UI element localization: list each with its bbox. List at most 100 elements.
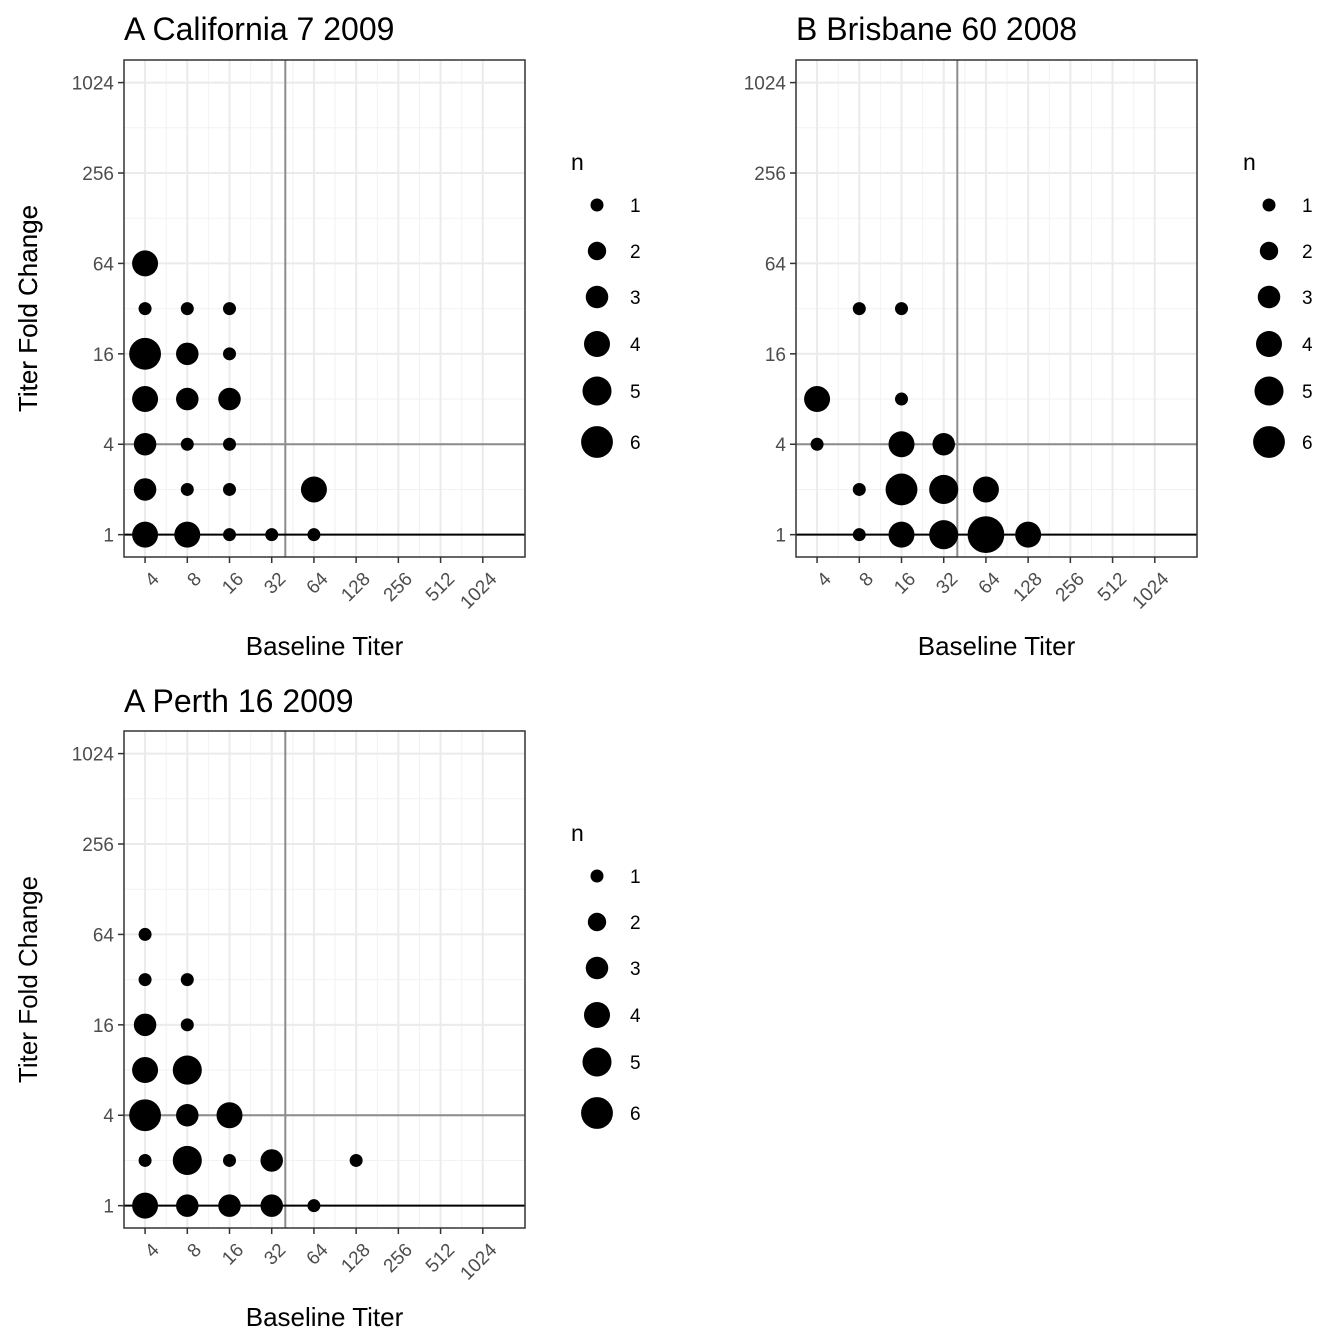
y-tick-label: 4	[775, 435, 786, 456]
data-point	[265, 528, 279, 542]
x-axis-title: Baseline Titer	[246, 631, 404, 661]
data-point	[218, 387, 241, 411]
legend-label: 6	[630, 1104, 641, 1125]
data-point	[138, 973, 152, 987]
legend-label: 3	[630, 959, 641, 980]
x-tick-label: 256	[1052, 569, 1089, 606]
data-point	[132, 386, 159, 413]
data-point	[852, 528, 866, 542]
data-point	[223, 528, 237, 542]
panel-border	[123, 730, 526, 1229]
data-point	[129, 337, 161, 370]
data-point	[172, 1145, 202, 1175]
data-points	[129, 250, 327, 548]
y-tick-label: 1024	[72, 74, 115, 95]
legend-key-circle	[585, 285, 609, 309]
legend-key-circle	[581, 426, 613, 458]
legend-label: 5	[630, 382, 641, 403]
chart-title: B Brisbane 60 2008	[796, 11, 1077, 47]
data-point	[180, 973, 194, 987]
data-point	[138, 302, 152, 316]
x-axis-title: Baseline Titer	[918, 631, 1076, 661]
legend-key-circle	[1256, 331, 1282, 357]
y-tick-label: 4	[103, 1106, 114, 1127]
data-point	[929, 520, 959, 550]
x-tick-label: 256	[380, 1240, 417, 1277]
data-point	[804, 386, 831, 413]
data-point	[307, 528, 321, 542]
y-tick-label: 64	[93, 254, 115, 275]
data-point	[176, 342, 199, 366]
y-tick-label: 1024	[72, 745, 115, 766]
data-point	[929, 474, 959, 504]
panel-border	[123, 59, 526, 558]
x-tick-label: 32	[261, 569, 291, 599]
size-legend: n 1 2 3 4 5 6	[571, 149, 641, 458]
y-axis-title: Titer Fold Change	[13, 205, 43, 412]
legend-title: n	[571, 820, 584, 846]
legend-key-circle	[587, 241, 607, 261]
data-point	[852, 482, 866, 496]
legend-label: 1	[630, 196, 641, 217]
size-legend: n 1 2 3 4 5 6	[571, 820, 641, 1129]
x-tick-label: 512	[422, 1240, 459, 1277]
x-tick-label: 128	[337, 1240, 374, 1277]
data-point	[895, 392, 909, 406]
y-tick-label: 1	[103, 526, 114, 547]
x-tick-label: 1024	[457, 1239, 502, 1284]
data-point	[132, 1192, 159, 1219]
y-tick-label: 64	[765, 254, 787, 275]
data-point	[132, 250, 159, 277]
data-point	[967, 516, 1005, 554]
legend-key-circle	[590, 198, 604, 212]
x-tick-label: 128	[337, 569, 374, 606]
data-point	[260, 1149, 283, 1172]
x-tick-label: 8	[184, 569, 206, 591]
x-tick-label: 32	[933, 569, 963, 599]
legend-key-circle	[590, 869, 604, 883]
y-tick-label: 256	[82, 835, 114, 856]
panel-border	[795, 59, 1198, 558]
data-point	[932, 432, 955, 456]
data-points	[804, 302, 1042, 554]
x-tick-label: 32	[261, 1240, 291, 1270]
x-tick-label: 64	[303, 568, 333, 598]
legend-key-circle	[1262, 198, 1276, 212]
data-point	[895, 302, 909, 316]
legend-key-circle	[585, 956, 609, 980]
chart-title: A Perth 16 2009	[124, 683, 354, 719]
legend-label: 4	[630, 335, 641, 356]
legend-key-circle	[584, 331, 610, 357]
legend-key-circle	[1253, 426, 1285, 458]
data-point	[260, 1194, 283, 1217]
x-tick-label: 16	[218, 569, 248, 599]
x-tick-label: 512	[422, 569, 459, 606]
x-tick-label: 16	[218, 1240, 248, 1270]
x-tick-label: 1024	[1129, 568, 1174, 613]
y-tick-label: 16	[93, 1016, 114, 1037]
chart-title: A California 7 2009	[124, 11, 394, 47]
y-tick-label: 4	[103, 435, 114, 456]
legend-title: n	[571, 149, 584, 175]
data-point	[172, 1055, 202, 1085]
data-point	[180, 302, 194, 316]
data-point	[129, 1099, 161, 1132]
x-tick-label: 1024	[457, 568, 502, 613]
data-point	[852, 302, 866, 316]
x-tick-label: 4	[813, 568, 836, 591]
legend-key-circle	[581, 1097, 613, 1129]
data-point	[223, 302, 237, 316]
data-point	[810, 437, 824, 451]
y-axis-title: Titer Fold Change	[13, 205, 43, 412]
legend-label: 1	[630, 867, 641, 888]
legend-label: 2	[630, 913, 641, 934]
data-point	[223, 1153, 237, 1167]
x-tick-label: 512	[1094, 569, 1131, 606]
data-point	[180, 482, 194, 496]
data-point	[176, 1103, 199, 1127]
legend-label: 2	[1302, 242, 1313, 263]
data-point	[133, 478, 157, 501]
x-axis-title: Baseline Titer	[246, 1302, 404, 1332]
data-points	[129, 927, 363, 1219]
